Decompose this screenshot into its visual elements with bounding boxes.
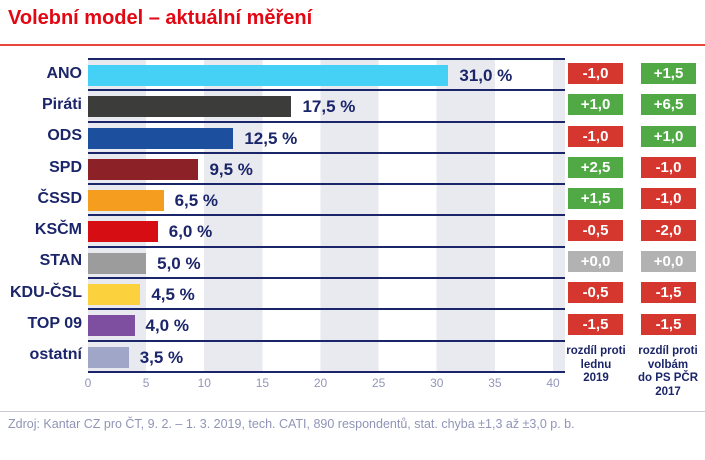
plot-cell: 12,5 %: [88, 120, 565, 152]
diff-badge: -1,0: [641, 188, 696, 210]
value-label: 31,0 %: [459, 66, 513, 85]
value-label: 6,5 %: [174, 191, 219, 211]
diff-badge: -1,0: [568, 125, 623, 147]
chart-row-stan: STAN 5,0 % +0,0 +0,0: [0, 245, 705, 277]
bar: [88, 190, 164, 212]
bar: [88, 315, 135, 337]
diff-badge: -1,5: [568, 313, 623, 335]
diff-badge: +6,5: [641, 94, 696, 116]
diff-column-header-jan2019: rozdíl proti lednu 2019: [566, 345, 626, 384]
x-axis-tick-label: 25: [371, 376, 386, 390]
chart-row-ks-m: KSČM 6,0 % -0,5 -2,0: [0, 214, 705, 245]
plot-cell: 5,0 %: [88, 245, 565, 277]
chart-rows: ANO 31,0 % -1,0 +1,5 Piráti 17,5 % +1,0 +6,5 ODS…: [0, 58, 705, 371]
plot-cell: 9,5 %: [88, 151, 565, 183]
plot-cell: 6,0 %: [88, 214, 565, 245]
page-title: Volební model – aktuální měření: [8, 7, 313, 29]
x-axis-tick-label: 40: [546, 376, 560, 390]
value-label: 17,5 %: [302, 97, 356, 117]
diff-badge: +0,0: [641, 250, 696, 272]
x-axis-tick-label: 15: [255, 376, 270, 390]
bar: [88, 346, 129, 368]
x-axis-line: [88, 371, 565, 373]
party-label: TOP 09: [27, 315, 82, 333]
badge-gap: [623, 246, 641, 277]
x-axis-tick-label: 10: [197, 376, 211, 390]
badge-gap: [623, 308, 641, 339]
value-label: 4,0 %: [145, 316, 189, 336]
diff-badge: +1,5: [641, 63, 696, 85]
bar: [88, 127, 234, 149]
chart-row-ostatn-: ostatní 3,5 %: [0, 339, 705, 371]
chart-row--ssd: ČSSD 6,5 % +1,5 -1,0: [0, 183, 705, 214]
x-axis-tick-label: 20: [313, 376, 328, 390]
value-label: 12,5 %: [244, 128, 298, 148]
diff-badge: +1,0: [568, 94, 623, 116]
party-label: ANO: [46, 64, 82, 82]
party-label: SPD: [49, 158, 82, 176]
party-label: ostatní: [29, 346, 82, 364]
chart-row-top-09: TOP 09 4,0 % -1,5 -1,5: [0, 308, 705, 339]
x-axis-tick-label: 5: [142, 376, 150, 390]
party-label: Piráti: [41, 95, 82, 113]
value-label: 3,5 %: [139, 347, 184, 367]
chart-row-spd: SPD 9,5 % +2,5 -1,0: [0, 151, 705, 183]
x-axis-tick-label: 35: [488, 376, 502, 390]
diff-badge: +2,5: [568, 157, 623, 179]
diff-badge: +0,0: [568, 250, 623, 272]
chart-row-ano: ANO 31,0 % -1,0 +1,5: [0, 58, 705, 89]
party-label: STAN: [39, 252, 82, 270]
x-axis-tick-label: 0: [84, 376, 92, 390]
value-label: 4,5 %: [151, 285, 195, 305]
party-label: ODS: [47, 127, 82, 145]
badge-gap: [623, 89, 641, 120]
x-axis-tick-labels: 0 5 10 15 20 25 30 35 40: [0, 376, 705, 390]
title-underline: [0, 44, 705, 46]
diff-badge: -0,5: [568, 219, 623, 241]
bar-chart: ANO 31,0 % -1,0 +1,5 Piráti 17,5 % +1,0 +6,5 ODS…: [0, 58, 705, 373]
chart-row-kdu-sl: KDU-ČSL 4,5 % -0,5 -1,5: [0, 277, 705, 308]
diff-column-header-ps2017: rozdíl proti volbám do PS PČR 2017: [637, 345, 699, 398]
party-label: KSČM: [34, 221, 82, 239]
bar: [88, 221, 158, 243]
diff-badge: +1,0: [641, 125, 696, 147]
diff-badge: -1,0: [568, 63, 623, 85]
plot-cell: 4,5 %: [88, 277, 565, 308]
diff-badge: +1,5: [568, 188, 623, 210]
badge-gap: [623, 58, 641, 89]
bar: [88, 284, 141, 306]
party-label: KDU-ČSL: [10, 283, 82, 301]
diff-badge: -2,0: [641, 219, 696, 241]
bar: [88, 96, 292, 118]
badge-gap: [623, 152, 641, 183]
value-label: 5,0 %: [157, 253, 201, 273]
diff-badge: -1,5: [641, 313, 696, 335]
badge-gap: [623, 183, 641, 214]
footer-divider: [0, 411, 705, 412]
source-footer: Zdroj: Kantar CZ pro ČT, 9. 2. – 1. 3. 2…: [8, 417, 575, 431]
diff-badge: -1,0: [641, 157, 696, 179]
chart-row-ods: ODS 12,5 % -1,0 +1,0: [0, 120, 705, 152]
bar: [88, 65, 449, 86]
badge-gap: [623, 277, 641, 308]
value-label: 6,0 %: [168, 222, 213, 242]
diff-badge: -0,5: [568, 282, 623, 304]
plot-cell: 31,0 %: [88, 58, 565, 89]
plot-cell: 17,5 %: [88, 89, 565, 120]
badge-gap: [623, 121, 641, 152]
plot-cell: 6,5 %: [88, 183, 565, 214]
value-label: 9,5 %: [209, 159, 253, 179]
badge-gap: [623, 214, 641, 245]
x-axis-tick-label: 30: [430, 376, 444, 390]
plot-cell: 3,5 %: [88, 339, 565, 371]
diff-badge: -1,5: [641, 282, 696, 304]
plot-cell: 4,0 %: [88, 308, 565, 339]
chart-row-pir-ti: Piráti 17,5 % +1,0 +6,5: [0, 89, 705, 120]
bar: [88, 252, 147, 274]
bar: [88, 158, 199, 180]
party-label: ČSSD: [37, 189, 82, 207]
